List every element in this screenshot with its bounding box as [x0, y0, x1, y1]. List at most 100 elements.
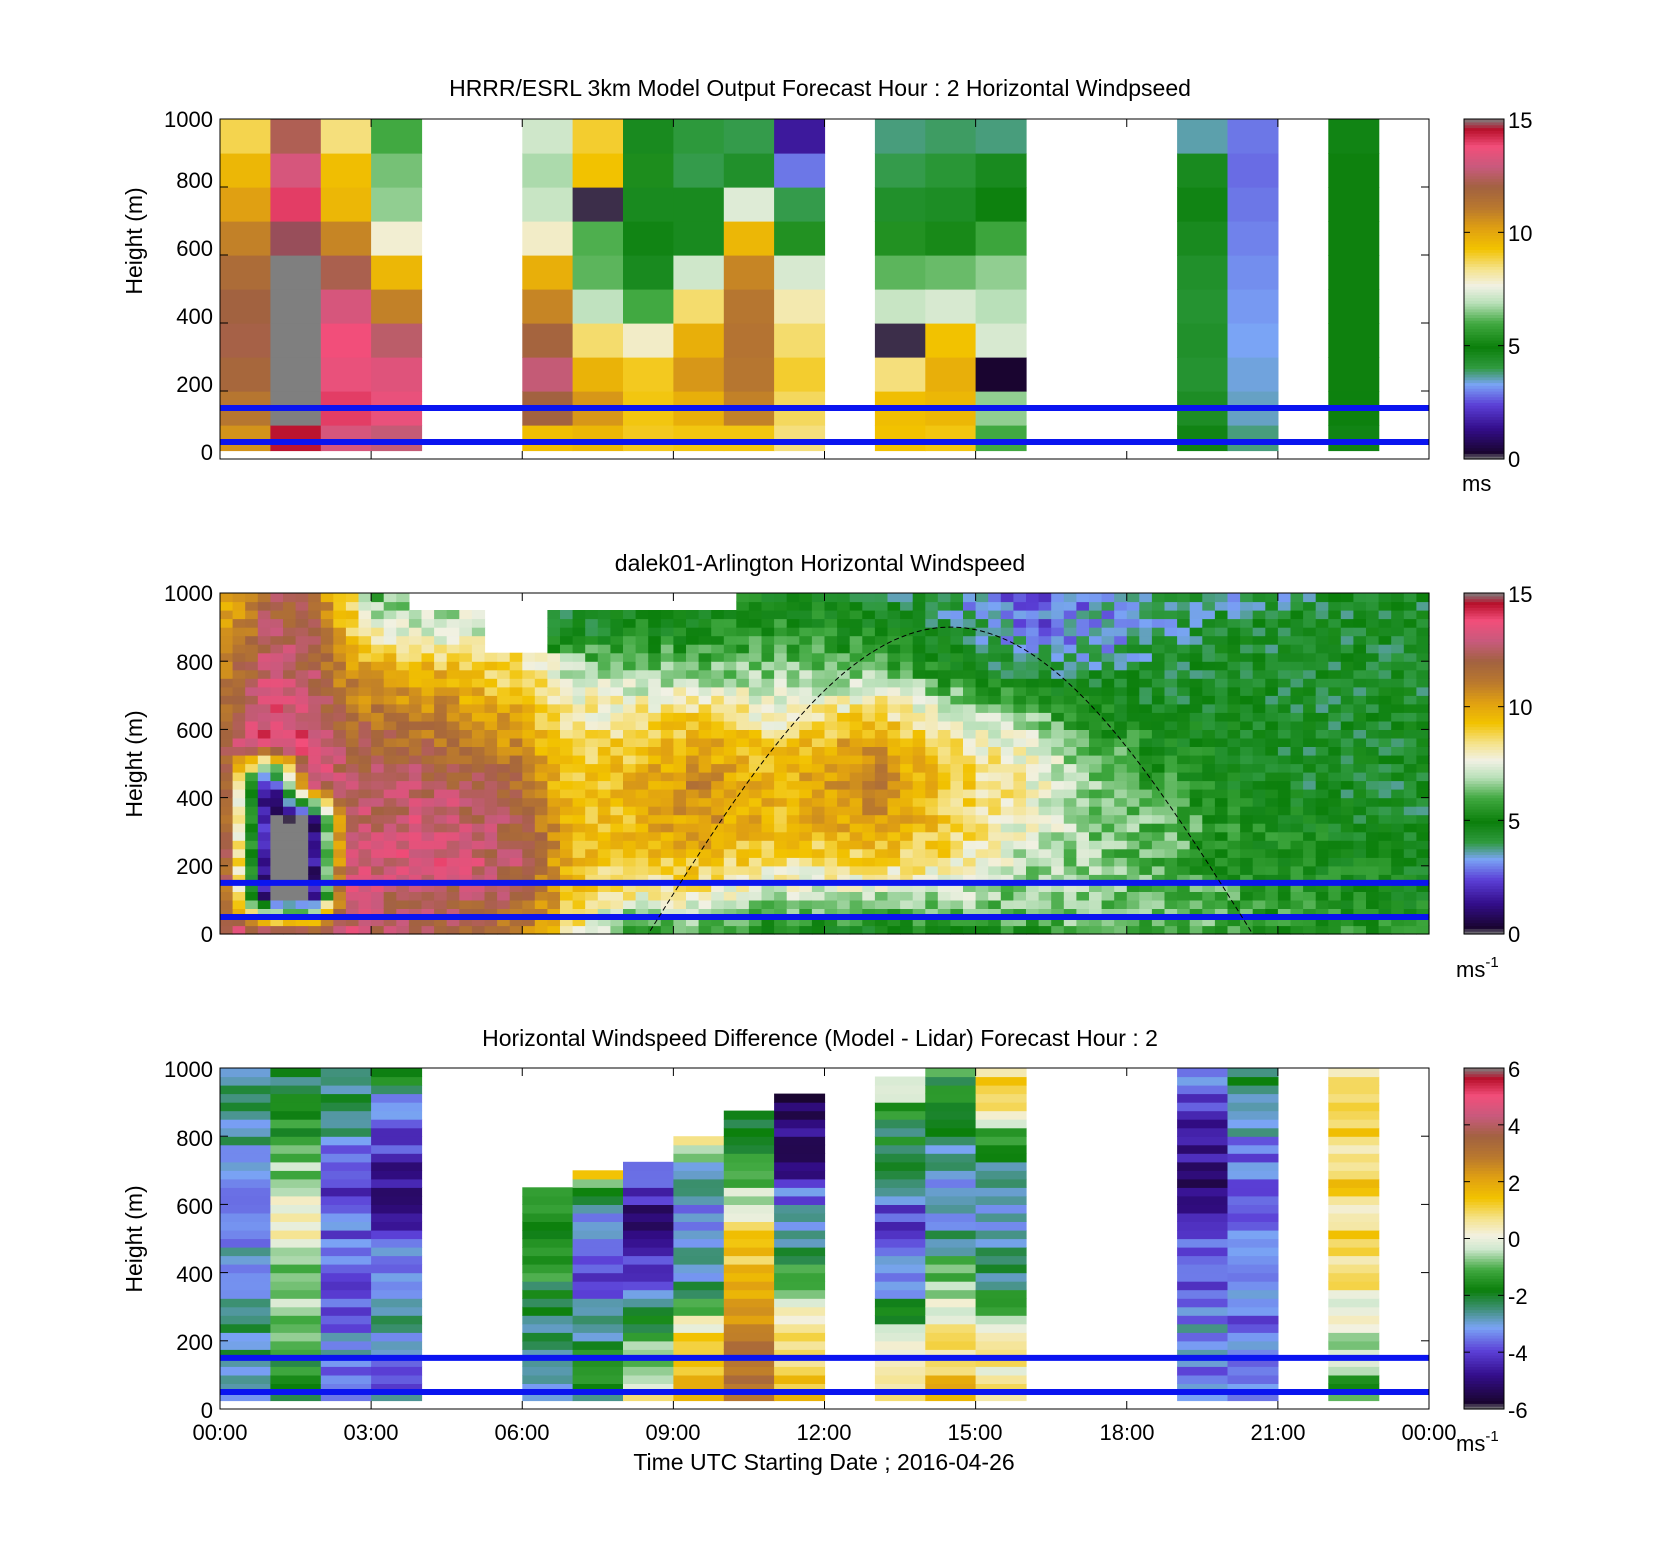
heatmap-cell: [1240, 644, 1254, 654]
heatmap-cell: [1101, 712, 1115, 722]
heatmap-cell: [1340, 737, 1354, 747]
heatmap-cell: [799, 661, 813, 671]
heatmap-cell: [925, 669, 939, 679]
heatmap-cell: [597, 840, 611, 850]
heatmap-cell: [761, 891, 775, 901]
heatmap-cell: [220, 255, 271, 290]
heatmap-cell: [484, 874, 498, 884]
heatmap-cell: [711, 669, 725, 679]
heatmap-cell: [1227, 1153, 1279, 1163]
panel-lidar-tick-marks: [219, 592, 1430, 935]
heatmap-cell: [534, 831, 548, 841]
heatmap-cell: [937, 635, 951, 645]
heatmap-cell: [421, 917, 435, 927]
heatmap-cell: [1177, 1349, 1229, 1359]
heatmap-cell: [1416, 669, 1430, 679]
colorbar-segment: [1464, 1406, 1504, 1410]
heatmap-cell: [396, 857, 410, 867]
heatmap-cell: [257, 925, 271, 935]
heatmap-cell: [1202, 712, 1216, 722]
heatmap-cell: [421, 797, 435, 807]
colorbar-segment: [1464, 274, 1504, 279]
heatmap-cell: [1416, 908, 1430, 918]
heatmap-cell: [824, 814, 838, 824]
heatmap-cell: [874, 840, 889, 850]
heatmap-cell: [1177, 823, 1191, 833]
heatmap-cell: [1340, 806, 1354, 816]
heatmap-cell: [270, 1161, 322, 1171]
heatmap-cell: [1000, 703, 1014, 713]
heatmap-cell: [723, 789, 737, 799]
heatmap-cell: [1051, 797, 1065, 807]
heatmap-cell: [1416, 891, 1430, 901]
heatmap-cell: [1139, 874, 1153, 884]
heatmap-cell: [459, 806, 473, 816]
heatmap-cell: [509, 797, 523, 807]
heatmap-cell: [837, 823, 851, 833]
heatmap-cell: [1151, 772, 1166, 782]
heatmap-cell: [623, 1272, 674, 1282]
heatmap-cell: [371, 1212, 423, 1222]
heatmap-cell: [660, 652, 674, 662]
heatmap-cell: [522, 1195, 574, 1205]
heatmap-cell: [345, 678, 360, 688]
heatmap-cell: [295, 644, 309, 654]
heatmap-cell: [1240, 763, 1254, 773]
heatmap-cell: [1328, 1153, 1380, 1163]
heatmap-cell: [333, 772, 347, 782]
heatmap-cell: [874, 644, 889, 654]
heatmap-cell: [761, 908, 775, 918]
heatmap-cell: [950, 780, 964, 790]
heatmap-cell: [1252, 899, 1266, 909]
colorbar-segment: [1464, 1164, 1504, 1169]
colorbar-segment: [1464, 664, 1504, 668]
heatmap-cell: [1063, 865, 1077, 875]
heatmap-cell: [1177, 891, 1191, 901]
heatmap-cell: [1063, 840, 1077, 850]
heatmap-cell: [1177, 1153, 1229, 1163]
heatmap-cell: [912, 899, 926, 909]
heatmap-cell: [1240, 737, 1254, 747]
heatmap-cell: [295, 746, 309, 756]
heatmap-cell: [446, 874, 460, 884]
heatmap-cell: [522, 720, 536, 730]
heatmap-cell: [887, 789, 901, 799]
heatmap-cell: [1051, 917, 1065, 927]
heatmap-cell: [975, 1076, 1027, 1086]
heatmap-cell: [572, 712, 586, 722]
heatmap-cell: [1063, 857, 1077, 867]
heatmap-cell: [1403, 746, 1417, 756]
heatmap-cell: [1290, 823, 1304, 833]
heatmap-cell: [408, 644, 423, 654]
heatmap-cell: [1303, 593, 1317, 603]
heatmap-cell: [1366, 610, 1380, 620]
heatmap-cell: [1252, 601, 1266, 611]
heatmap-cell: [799, 593, 813, 603]
heatmap-cell: [232, 789, 246, 799]
heatmap-cell: [1391, 618, 1405, 628]
heatmap-cell: [547, 874, 561, 884]
heatmap-cell: [900, 882, 914, 892]
heatmap-cell: [345, 840, 360, 850]
heatmap-cell: [1403, 857, 1417, 867]
heatmap-cell: [1366, 729, 1380, 739]
heatmap-cell: [761, 772, 775, 782]
heatmap-cell: [446, 755, 460, 765]
heatmap-cell: [736, 925, 750, 935]
heatmap-cell: [371, 1374, 423, 1384]
heatmap-cell: [723, 1247, 775, 1257]
heatmap-cell: [471, 814, 486, 824]
heatmap-cell: [698, 857, 712, 867]
heatmap-cell: [761, 695, 775, 705]
heatmap-cell: [623, 678, 637, 688]
heatmap-cell: [1000, 899, 1014, 909]
heatmap-cell: [774, 695, 788, 705]
heatmap-cell: [761, 729, 775, 739]
heatmap-cell: [723, 899, 737, 909]
heatmap-cell: [900, 840, 914, 850]
heatmap-cell: [849, 908, 863, 918]
heatmap-cell: [623, 882, 637, 892]
heatmap-cell: [1340, 908, 1354, 918]
heatmap-cell: [471, 644, 486, 654]
heatmap-cell: [1416, 806, 1430, 816]
